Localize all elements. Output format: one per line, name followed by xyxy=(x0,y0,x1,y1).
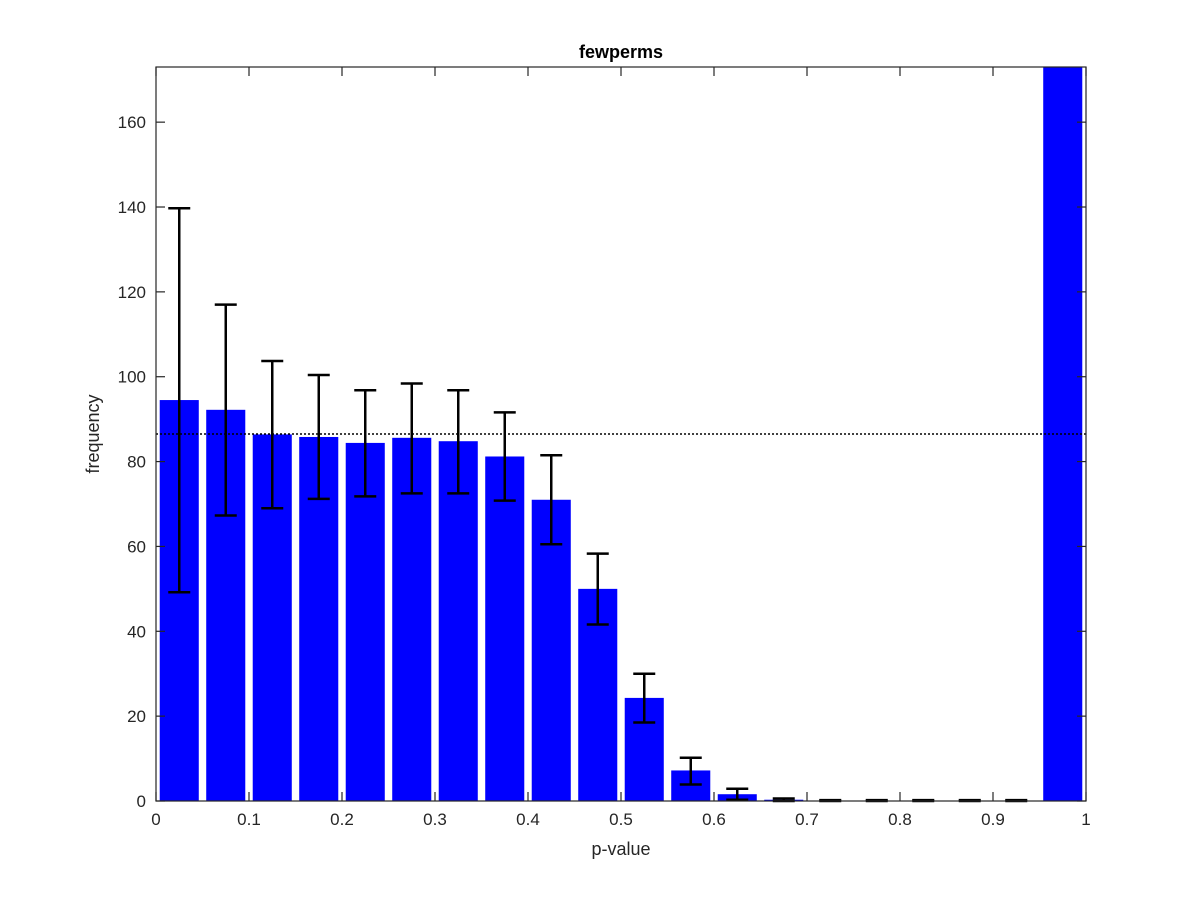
error-bar xyxy=(354,389,377,498)
error-bar xyxy=(168,207,191,594)
y-tick-label: 120 xyxy=(118,283,146,302)
error-bar xyxy=(400,382,423,495)
y-tick-label: 0 xyxy=(137,792,146,811)
x-tick-label: 0.6 xyxy=(702,810,726,829)
x-tick-label: 0.1 xyxy=(237,810,261,829)
bar xyxy=(531,499,571,801)
chart-title: fewperms xyxy=(579,42,663,62)
error-bar xyxy=(633,672,656,724)
error-bar xyxy=(214,303,237,517)
error-bar xyxy=(586,552,609,626)
error-bar xyxy=(447,389,470,495)
bar xyxy=(438,441,478,801)
error-bar xyxy=(679,756,702,786)
y-axis-ticks: 0 20 40 60 80 100 120 140 160 xyxy=(118,113,1086,811)
error-bar xyxy=(540,453,563,546)
bar xyxy=(392,437,432,801)
x-tick-label: 0.2 xyxy=(330,810,354,829)
x-tick-label: 1 xyxy=(1081,810,1090,829)
error-bar xyxy=(307,373,330,501)
x-tick-label: 0 xyxy=(151,810,160,829)
x-tick-label: 0.5 xyxy=(609,810,633,829)
x-tick-label: 0.9 xyxy=(981,810,1005,829)
x-axis-ticks: 0 0.1 0.2 0.3 0.4 0.5 0.6 0.7 0.8 0.9 1 xyxy=(151,67,1091,829)
y-tick-label: 140 xyxy=(118,198,146,217)
y-tick-label: 80 xyxy=(127,453,146,472)
x-tick-label: 0.3 xyxy=(423,810,447,829)
y-tick-label: 20 xyxy=(127,707,146,726)
x-axis-label: p-value xyxy=(591,839,650,859)
y-tick-label: 160 xyxy=(118,113,146,132)
x-tick-label: 0.7 xyxy=(795,810,819,829)
y-tick-label: 40 xyxy=(127,622,146,641)
bar xyxy=(345,442,385,801)
error-bar xyxy=(493,411,516,502)
y-tick-label: 100 xyxy=(118,368,146,387)
x-tick-label: 0.4 xyxy=(516,810,540,829)
error-bar xyxy=(726,787,749,801)
y-axis-label: frequency xyxy=(83,394,103,473)
x-tick-label: 0.8 xyxy=(888,810,912,829)
bar xyxy=(485,456,525,801)
y-tick-label: 60 xyxy=(127,537,146,556)
